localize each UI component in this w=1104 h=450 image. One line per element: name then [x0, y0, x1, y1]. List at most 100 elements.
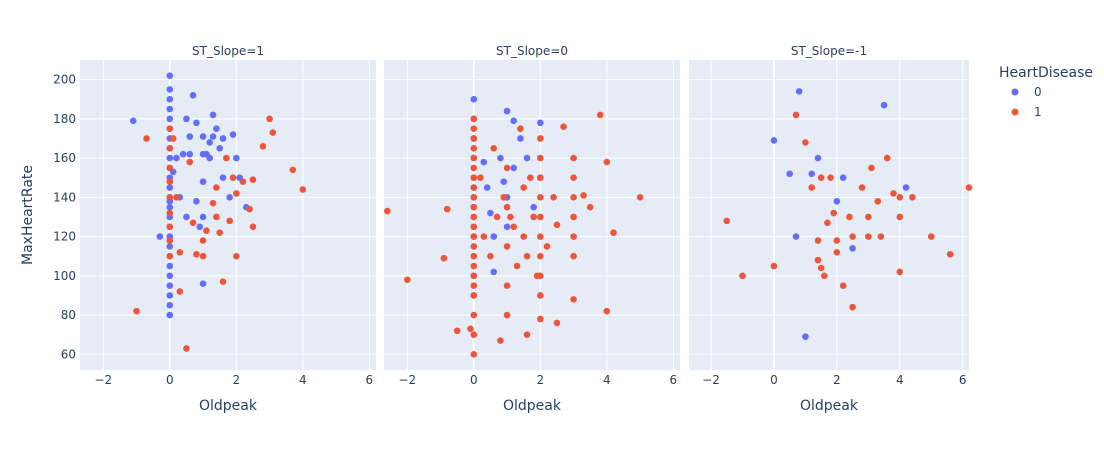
data-point[interactable]: [786, 170, 793, 178]
data-point[interactable]: [166, 272, 174, 280]
data-point[interactable]: [470, 272, 478, 280]
data-point[interactable]: [500, 178, 508, 185]
data-point[interactable]: [246, 205, 253, 213]
data-point[interactable]: [849, 233, 856, 240]
data-point[interactable]: [216, 229, 223, 236]
data-point[interactable]: [223, 154, 230, 162]
data-point[interactable]: [570, 296, 577, 303]
data-point[interactable]: [166, 95, 174, 103]
data-point[interactable]: [193, 197, 200, 205]
data-point[interactable]: [179, 150, 187, 158]
data-point[interactable]: [927, 233, 935, 240]
data-point[interactable]: [213, 184, 220, 191]
data-point[interactable]: [877, 233, 885, 240]
data-point[interactable]: [166, 311, 174, 319]
data-point[interactable]: [199, 252, 207, 260]
data-point[interactable]: [440, 254, 448, 262]
data-point[interactable]: [808, 170, 815, 178]
data-point[interactable]: [470, 144, 478, 152]
data-point[interactable]: [883, 154, 891, 162]
data-point[interactable]: [603, 158, 611, 166]
data-point[interactable]: [166, 184, 174, 191]
data-point[interactable]: [820, 272, 828, 280]
data-point[interactable]: [196, 223, 204, 231]
data-point[interactable]: [470, 194, 478, 201]
data-point[interactable]: [166, 292, 174, 299]
data-point[interactable]: [156, 233, 164, 240]
data-point[interactable]: [203, 227, 210, 234]
data-point[interactable]: [523, 154, 531, 162]
data-point[interactable]: [880, 101, 888, 109]
data-point[interactable]: [470, 292, 478, 299]
data-point[interactable]: [510, 223, 518, 231]
data-point[interactable]: [470, 95, 478, 103]
data-point[interactable]: [470, 135, 478, 142]
data-point[interactable]: [129, 117, 137, 125]
data-point[interactable]: [470, 174, 478, 182]
data-point[interactable]: [537, 292, 544, 299]
data-point[interactable]: [216, 144, 223, 152]
data-point[interactable]: [510, 164, 518, 172]
data-point[interactable]: [166, 262, 174, 270]
data-point[interactable]: [189, 92, 197, 99]
data-point[interactable]: [186, 158, 194, 166]
data-point[interactable]: [483, 184, 491, 191]
data-point[interactable]: [543, 243, 551, 250]
data-point[interactable]: [209, 111, 217, 119]
data-point[interactable]: [470, 282, 478, 289]
data-point[interactable]: [586, 203, 594, 211]
data-point[interactable]: [199, 178, 207, 185]
data-point[interactable]: [470, 154, 478, 162]
data-point[interactable]: [470, 184, 478, 191]
data-point[interactable]: [520, 233, 527, 240]
data-point[interactable]: [570, 194, 577, 201]
data-point[interactable]: [739, 272, 746, 280]
data-point[interactable]: [868, 164, 875, 172]
data-point[interactable]: [453, 327, 461, 335]
data-point[interactable]: [209, 133, 217, 140]
data-point[interactable]: [403, 276, 411, 284]
data-point[interactable]: [186, 150, 194, 158]
data-point[interactable]: [173, 154, 180, 162]
data-point[interactable]: [470, 311, 478, 319]
data-point[interactable]: [166, 115, 174, 123]
data-point[interactable]: [896, 213, 904, 221]
data-point[interactable]: [226, 217, 233, 225]
data-point[interactable]: [470, 115, 478, 123]
data-point[interactable]: [896, 194, 904, 201]
data-point[interactable]: [580, 192, 587, 199]
data-point[interactable]: [865, 233, 872, 240]
data-point[interactable]: [497, 154, 504, 162]
data-point[interactable]: [537, 272, 544, 280]
data-point[interactable]: [503, 311, 511, 319]
data-point[interactable]: [233, 190, 240, 197]
data-point[interactable]: [166, 194, 174, 201]
data-point[interactable]: [839, 282, 847, 289]
data-point[interactable]: [530, 203, 537, 211]
data-point[interactable]: [470, 203, 478, 211]
data-point[interactable]: [497, 337, 504, 344]
data-point[interactable]: [510, 117, 518, 125]
data-point[interactable]: [537, 135, 544, 142]
data-point[interactable]: [269, 129, 277, 136]
data-point[interactable]: [503, 107, 511, 115]
data-point[interactable]: [965, 184, 973, 191]
data-point[interactable]: [530, 213, 537, 221]
data-point[interactable]: [570, 154, 577, 162]
data-point[interactable]: [193, 250, 200, 258]
data-point[interactable]: [596, 111, 604, 119]
data-point[interactable]: [849, 303, 856, 311]
data-point[interactable]: [490, 144, 498, 152]
data-point[interactable]: [199, 280, 207, 287]
data-point[interactable]: [723, 217, 731, 225]
data-point[interactable]: [219, 278, 227, 286]
data-point[interactable]: [166, 301, 174, 309]
data-point[interactable]: [166, 178, 174, 185]
data-point[interactable]: [229, 174, 237, 182]
data-point[interactable]: [909, 194, 916, 201]
data-point[interactable]: [443, 205, 451, 213]
data-point[interactable]: [792, 233, 800, 240]
data-point[interactable]: [467, 325, 474, 333]
data-point[interactable]: [833, 197, 841, 205]
data-point[interactable]: [186, 133, 194, 140]
